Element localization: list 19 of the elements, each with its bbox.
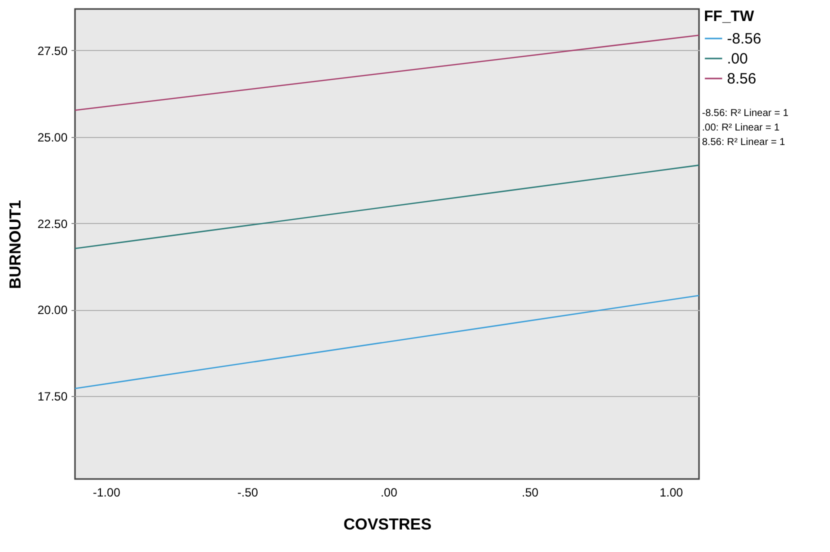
text: .00: R² Linear = 1 bbox=[702, 122, 780, 134]
y-tick-label: 27.50 bbox=[37, 44, 68, 58]
legend-title: FF_TW bbox=[704, 8, 755, 25]
legend-label: -8.56 bbox=[727, 30, 762, 48]
legend-label: .00 bbox=[727, 50, 748, 68]
text: -8.56: R² Linear = 1 bbox=[702, 108, 789, 119]
text: 8.56: R² Linear = 1 bbox=[702, 137, 786, 148]
y-axis-title: BURNOUT1 bbox=[7, 200, 24, 289]
y-tick-label: 20.00 bbox=[37, 303, 68, 318]
x-tick-label: -1.00 bbox=[92, 486, 121, 500]
x-tick-label: -.50 bbox=[237, 486, 258, 500]
x-tick-label: .00 bbox=[380, 486, 398, 500]
legend-label: 8.56 bbox=[727, 70, 756, 88]
y-tick-label: 17.50 bbox=[37, 390, 68, 404]
y-tick-label: 25.00 bbox=[37, 130, 68, 144]
x-tick-label: .50 bbox=[522, 486, 539, 500]
x-tick-label: 1.00 bbox=[660, 486, 684, 500]
y-tick-label: 22.50 bbox=[37, 216, 68, 231]
x-axis-title: COVSTRES bbox=[343, 516, 432, 534]
